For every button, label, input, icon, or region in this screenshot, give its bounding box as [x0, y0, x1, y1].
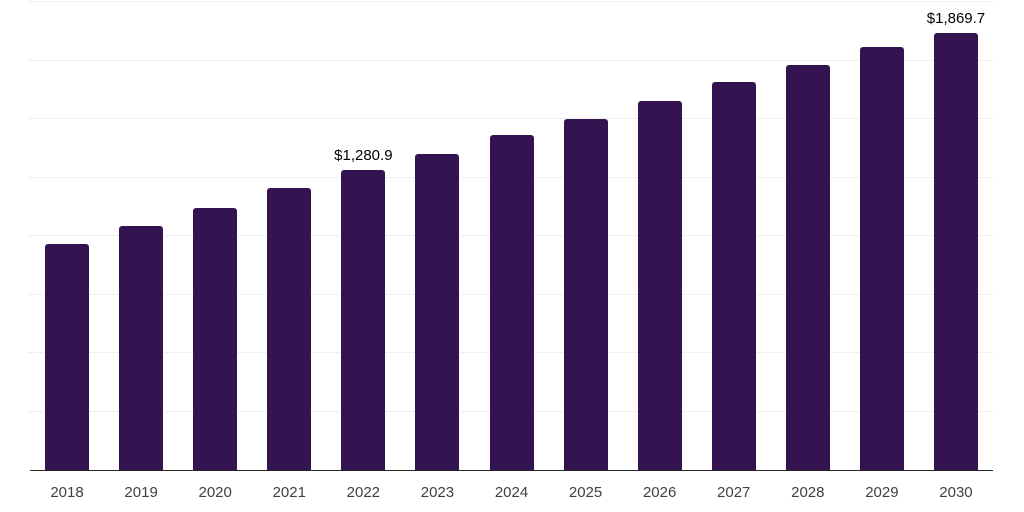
- bar-2028: [785, 64, 830, 470]
- bar-2026: [637, 100, 682, 470]
- x-tick-label-2023: 2023: [420, 484, 455, 501]
- gridline-1750: [28, 59, 993, 61]
- bar-2029: [859, 47, 904, 470]
- x-tick-label-2026: 2026: [642, 484, 677, 501]
- bar-2024: [489, 134, 534, 470]
- x-tick-label-2020: 2020: [198, 484, 232, 501]
- x-tick-label-2030: 2030: [939, 484, 973, 501]
- x-tick-label-2021: 2021: [272, 484, 306, 501]
- bar-2020: [193, 208, 238, 470]
- x-tick-label-2024: 2024: [494, 484, 529, 501]
- x-tick-label-2019: 2019: [124, 484, 158, 501]
- x-tick-label-2018: 2018: [50, 484, 84, 501]
- bar-2018: [45, 243, 90, 470]
- bar-2021: [267, 187, 312, 470]
- x-tick-label-2022: 2022: [346, 484, 381, 501]
- bar-value-label-2030: $1,869.7: [926, 9, 986, 27]
- bar-2019: [119, 225, 164, 470]
- bar-2025: [563, 118, 608, 470]
- bar-2023: [415, 153, 460, 470]
- bar-value-label-2022: $1,280.9: [334, 147, 393, 165]
- x-tick-label-2028: 2028: [791, 484, 825, 501]
- x-axis: 2018 2019 2020 2021 2022 2023 2024 2025 2026 2027…: [30, 471, 993, 511]
- bar-2030: [933, 32, 978, 470]
- bar-2027: [711, 81, 756, 470]
- x-tick-label-2025: 2025: [568, 484, 603, 501]
- bar-2022: [341, 170, 386, 470]
- x-tick-label-2029: 2029: [865, 484, 899, 501]
- gridline-1500: [28, 118, 993, 119]
- x-tick-label-2027: 2027: [717, 484, 751, 501]
- gridline-2000: [28, 1, 993, 2]
- plot-area: $1,280.9 $1,869.7: [28, 1, 993, 471]
